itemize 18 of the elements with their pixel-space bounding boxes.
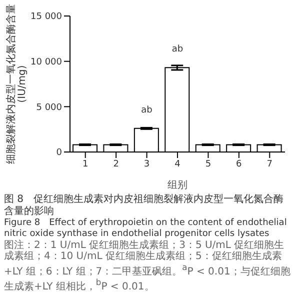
x-tick-label: 7	[266, 159, 273, 170]
annotation: ab	[172, 44, 184, 55]
y-tick-label: 15 000	[30, 12, 62, 22]
x-tick-label: 3	[144, 159, 150, 170]
y-axis-title: 细胞裂解液内皮型一氧化氮合酶含量 (IU/mg)	[5, 4, 28, 164]
text: 图注：2：1 U/mL 促红细胞生成素组；3：5 U/mL 促红细胞生成素组；4：10 U/mL 促红细胞生成素组；5：促红细胞生成素+LY 组；6：LY 组；7：二甲基亚砜组。$^{a}$P < 0.01；与促红细胞生成素+LY 组相比，$^{b}$P < 0.01。	[4, 240, 290, 293]
y-tick-label: 10 000	[30, 58, 62, 68]
x-tick-label: 5	[205, 159, 212, 170]
text: Figure 8 Effect of erythropoietin on the content of endothelial nitric oxide synthase in endothelial progenitor cells lysates	[4, 218, 288, 240]
text: 图 8 促红细胞生成素对内皮祖细胞裂解液内皮型一氧化氮合酶含量的影响	[4, 194, 285, 218]
annotation: ab	[141, 105, 153, 116]
y-tick-label: 0	[56, 148, 62, 158]
y-tick-label: 5 000	[36, 102, 62, 113]
x-tick-label: 4	[174, 159, 181, 170]
x-tick-label: 6	[236, 159, 242, 170]
x-tick-label: 1	[82, 159, 88, 170]
x-tick-label: 2	[113, 159, 119, 170]
x-axis-title: 组别	[168, 179, 188, 191]
